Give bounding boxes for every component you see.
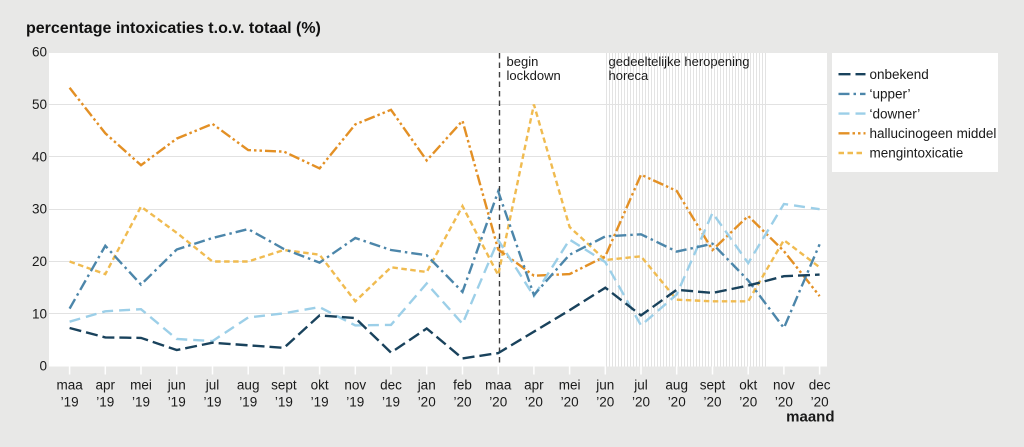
svg-text:horeca: horeca <box>609 68 650 83</box>
svg-text:0: 0 <box>39 359 47 374</box>
svg-text:’19: ’19 <box>275 395 293 410</box>
svg-text:’19: ’19 <box>61 395 79 410</box>
svg-text:jul: jul <box>633 378 648 393</box>
svg-text:’20: ’20 <box>632 395 650 410</box>
svg-text:sept: sept <box>700 378 726 393</box>
svg-text:apr: apr <box>96 378 116 393</box>
svg-text:hallucinogeen middel: hallucinogeen middel <box>870 126 997 141</box>
svg-text:’19: ’19 <box>346 395 364 410</box>
svg-text:’19: ’19 <box>311 395 329 410</box>
svg-text:60: 60 <box>32 45 47 60</box>
svg-text:’20: ’20 <box>668 395 686 410</box>
svg-text:‘upper’: ‘upper’ <box>870 87 911 102</box>
svg-text:mei: mei <box>559 378 581 393</box>
svg-text:aug: aug <box>665 378 688 393</box>
svg-text:’20: ’20 <box>703 395 721 410</box>
svg-text:jun: jun <box>167 378 186 393</box>
svg-text:’20: ’20 <box>453 395 471 410</box>
svg-text:’19: ’19 <box>132 395 150 410</box>
svg-text:dec: dec <box>380 378 402 393</box>
svg-text:jul: jul <box>205 378 220 393</box>
svg-text:sept: sept <box>271 378 297 393</box>
svg-text:lockdown: lockdown <box>507 68 561 83</box>
svg-text:okt: okt <box>739 378 757 393</box>
svg-text:‘downer’: ‘downer’ <box>870 106 921 121</box>
svg-text:percentage intoxicaties t.o.v.: percentage intoxicaties t.o.v. totaal (%… <box>26 20 321 37</box>
svg-text:’20: ’20 <box>525 395 543 410</box>
svg-text:10: 10 <box>32 306 47 321</box>
svg-text:feb: feb <box>453 378 472 393</box>
svg-text:apr: apr <box>524 378 544 393</box>
svg-text:’20: ’20 <box>561 395 579 410</box>
svg-text:’20: ’20 <box>811 395 829 410</box>
svg-text:okt: okt <box>311 378 329 393</box>
svg-text:jun: jun <box>595 378 614 393</box>
svg-text:nov: nov <box>344 378 366 393</box>
svg-text:’19: ’19 <box>96 395 114 410</box>
svg-text:begin: begin <box>507 54 539 69</box>
svg-text:50: 50 <box>32 97 47 112</box>
svg-text:’20: ’20 <box>489 395 507 410</box>
svg-text:’20: ’20 <box>418 395 436 410</box>
svg-text:’19: ’19 <box>168 395 186 410</box>
svg-text:maand: maand <box>786 409 834 426</box>
svg-text:40: 40 <box>32 149 47 164</box>
svg-text:jan: jan <box>417 378 436 393</box>
svg-text:maa: maa <box>56 378 83 393</box>
svg-text:30: 30 <box>32 202 47 217</box>
svg-text:’19: ’19 <box>239 395 257 410</box>
svg-text:gedeeltelijke heropening: gedeeltelijke heropening <box>609 54 750 69</box>
svg-text:mei: mei <box>130 378 152 393</box>
svg-text:’20: ’20 <box>739 395 757 410</box>
svg-text:’20: ’20 <box>596 395 614 410</box>
svg-text:maa: maa <box>485 378 512 393</box>
svg-text:mengintoxicatie: mengintoxicatie <box>870 146 964 161</box>
svg-text:nov: nov <box>773 378 795 393</box>
svg-text:’19: ’19 <box>203 395 221 410</box>
svg-text:aug: aug <box>237 378 260 393</box>
svg-text:’19: ’19 <box>382 395 400 410</box>
svg-text:dec: dec <box>809 378 831 393</box>
svg-text:’20: ’20 <box>775 395 793 410</box>
svg-text:onbekend: onbekend <box>870 67 929 82</box>
svg-text:20: 20 <box>32 254 47 269</box>
